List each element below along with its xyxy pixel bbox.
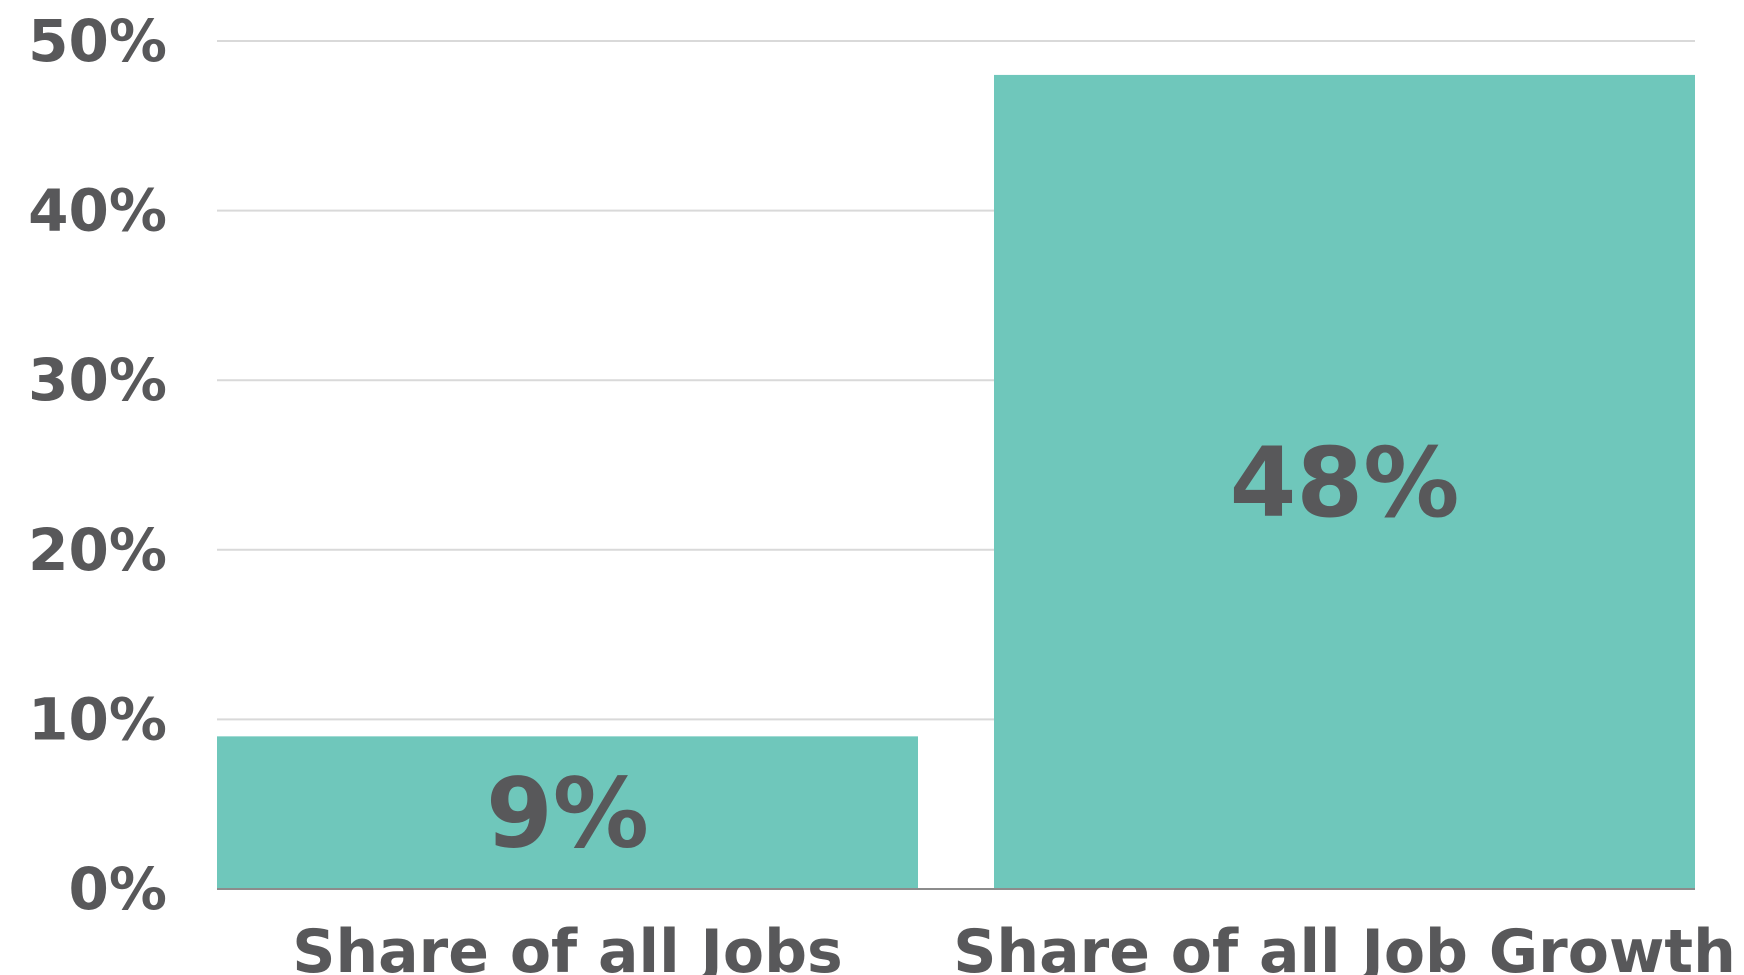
y-axis-tick-labels: 0% 10% 20% 30% 40% 50% bbox=[28, 7, 167, 923]
y-tick-label: 10% bbox=[28, 685, 167, 753]
x-category-label: Share of all Job Growth bbox=[953, 917, 1736, 975]
bars bbox=[217, 74, 1695, 890]
x-axis-category-labels: Share of all Jobs Share of all Job Growth bbox=[292, 917, 1736, 975]
data-label-1: 9% bbox=[486, 758, 649, 870]
y-tick-label: 30% bbox=[28, 346, 167, 414]
x-category-label: Share of all Jobs bbox=[292, 917, 843, 975]
data-label-2: 48% bbox=[1230, 427, 1460, 539]
y-tick-label: 50% bbox=[28, 7, 167, 75]
y-tick-label: 40% bbox=[28, 177, 167, 245]
y-tick-label: 20% bbox=[28, 516, 167, 584]
bar-1 bbox=[217, 736, 918, 889]
data-labels: 9% 48% bbox=[486, 427, 1459, 870]
bar-2 bbox=[994, 74, 1695, 890]
y-tick-label: 0% bbox=[69, 855, 167, 923]
